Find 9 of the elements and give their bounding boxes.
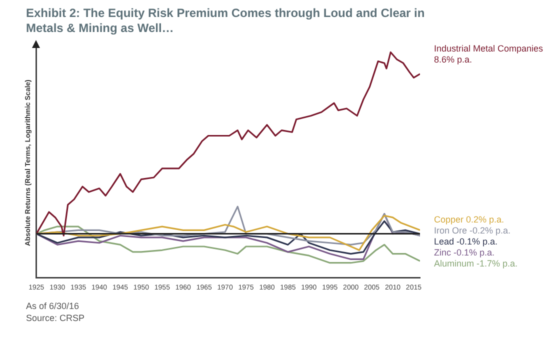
source-note: Source: CRSP bbox=[26, 312, 85, 324]
text: As of 6/30/16 bbox=[26, 300, 80, 312]
series-label: Copper 0.2% p.a. bbox=[434, 214, 504, 225]
series-label: Industrial Metal Companies 8.6% p.a. bbox=[434, 43, 544, 64]
text: Zinc -0.1% p.a. bbox=[434, 248, 495, 258]
series-label: Lead -0.1% p.a. bbox=[434, 236, 498, 247]
chart-title: Exhibit 2: The Equity Risk Premium Comes through Loud and Clear in Metals & Mining as Well… bbox=[26, 6, 426, 36]
series-label: Iron Ore -0.2% p.a. bbox=[434, 226, 511, 236]
series-label: Aluminum -1.7% p.a. bbox=[434, 258, 518, 269]
